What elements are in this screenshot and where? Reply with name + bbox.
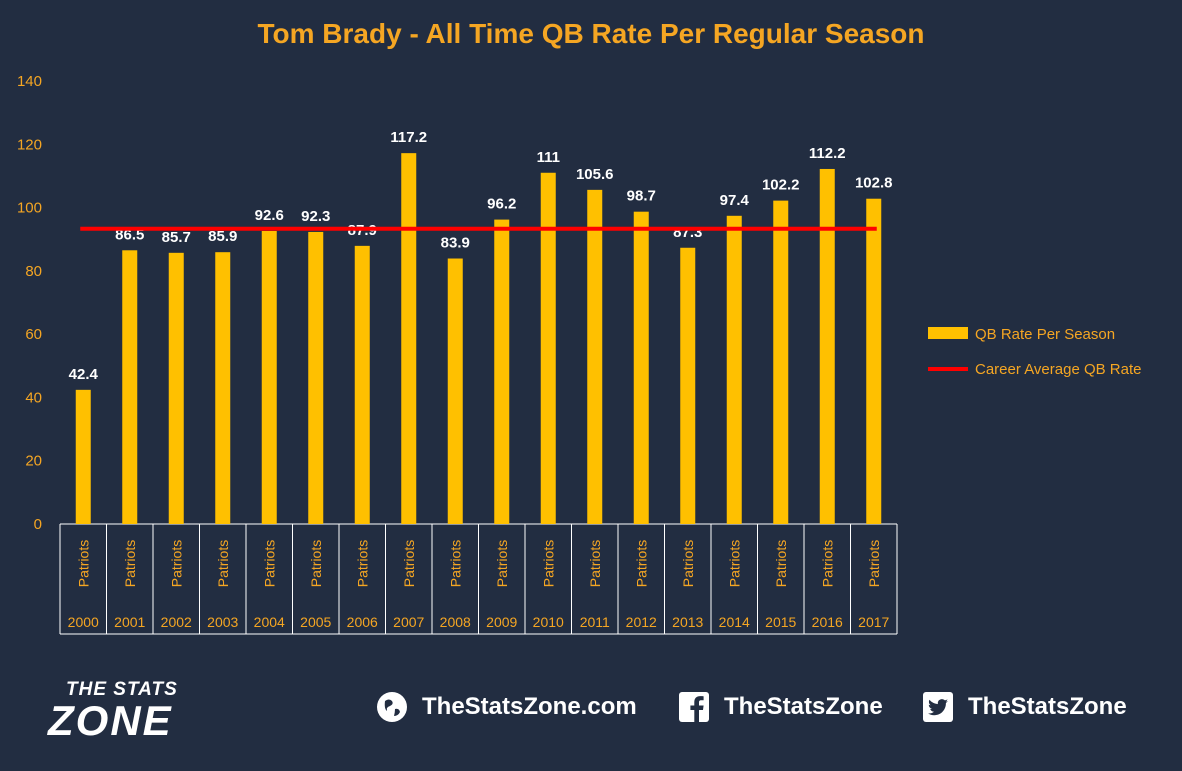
category-label: 2007	[393, 614, 424, 630]
category-label: 2014	[719, 614, 750, 630]
facebook-icon	[678, 691, 710, 723]
category-label: 2013	[672, 614, 703, 630]
y-tick-label: 0	[34, 516, 42, 533]
bar-2013	[680, 247, 696, 524]
category-label: 2015	[765, 614, 796, 630]
globe-icon	[376, 691, 408, 723]
bar-2016	[819, 168, 835, 524]
stats-zone-logo: THE STATS ZONE	[48, 671, 248, 744]
bar-2017	[866, 198, 882, 524]
team-label: Patriots	[261, 540, 277, 587]
chart-title: Tom Brady - All Time QB Rate Per Regular…	[257, 18, 925, 49]
data-label: 87.3	[673, 224, 702, 241]
team-label: Patriots	[168, 540, 184, 587]
legend-label-line: Career Average QB Rate	[975, 361, 1141, 378]
data-label: 112.2	[809, 145, 846, 162]
facebook-link[interactable]: TheStatsZone	[678, 691, 883, 723]
team-label: Patriots	[308, 540, 324, 587]
category-label: 2010	[533, 614, 564, 630]
data-label: 98.7	[627, 188, 656, 205]
y-tick-label: 40	[25, 389, 42, 406]
data-label: 83.9	[441, 235, 470, 252]
facebook-text: TheStatsZone	[724, 693, 883, 720]
data-label: 105.6	[576, 166, 614, 183]
category-label: 2004	[254, 614, 285, 630]
bar-2009	[494, 219, 510, 525]
category-label: 2008	[440, 614, 471, 630]
team-label: Patriots	[726, 540, 742, 587]
team-label: Patriots	[215, 540, 231, 587]
logo-top-text: THE STATS	[66, 679, 178, 700]
team-label: Patriots	[819, 540, 835, 587]
category-label: 2012	[626, 614, 657, 630]
team-label: Patriots	[587, 540, 603, 587]
data-label: 111	[537, 149, 560, 166]
team-label: Patriots	[773, 540, 789, 587]
category-label: 2005	[300, 614, 331, 630]
bar-2004	[261, 230, 277, 525]
data-label: 85.7	[162, 229, 191, 246]
bar-2011	[587, 189, 603, 524]
team-label: Patriots	[354, 540, 370, 587]
y-tick-label: 100	[17, 200, 42, 217]
team-label: Patriots	[680, 540, 696, 587]
team-label: Patriots	[633, 540, 649, 587]
legend-label-bars: QB Rate Per Season	[975, 326, 1115, 343]
team-label: Patriots	[401, 540, 417, 587]
category-label: 2016	[812, 614, 843, 630]
category-label: 2003	[207, 614, 238, 630]
category-label: 2000	[68, 614, 99, 630]
twitter-icon	[922, 691, 954, 723]
website-text: TheStatsZone.com	[422, 693, 637, 720]
bar-2007	[401, 153, 417, 524]
qb-rate-chart: 02040608010012014042.4Patriots200086.5Pa…	[17, 73, 1141, 635]
data-label: 92.6	[255, 207, 284, 224]
footer: THE STATS ZONE TheStatsZone.com TheStats…	[0, 665, 1182, 755]
data-label: 102.8	[855, 175, 893, 192]
bar-2015	[773, 200, 789, 525]
twitter-text: TheStatsZone	[968, 693, 1127, 720]
data-label: 42.4	[69, 366, 99, 383]
team-label: Patriots	[122, 540, 138, 587]
twitter-link[interactable]: TheStatsZone	[922, 691, 1127, 723]
bar-2010	[540, 172, 556, 524]
y-tick-label: 60	[25, 326, 42, 343]
team-label: Patriots	[447, 540, 463, 587]
category-label: 2009	[486, 614, 517, 630]
y-tick-label: 80	[25, 263, 42, 280]
data-label: 117.2	[390, 129, 427, 146]
category-label: 2006	[347, 614, 378, 630]
bar-2001	[122, 250, 138, 524]
category-label: 2017	[858, 614, 889, 630]
category-label: 2002	[161, 614, 192, 630]
bar-2012	[633, 211, 649, 524]
legend-swatch-bars	[928, 327, 968, 339]
y-tick-label: 140	[17, 73, 42, 90]
bar-2006	[354, 245, 370, 524]
bar-2005	[308, 231, 324, 524]
bar-2003	[215, 252, 231, 524]
data-label: 96.2	[487, 196, 516, 213]
bar-2014	[726, 215, 742, 524]
team-label: Patriots	[494, 540, 510, 587]
team-label: Patriots	[866, 540, 882, 587]
data-label: 102.2	[762, 177, 800, 194]
logo-main-text: ZONE	[48, 697, 173, 744]
team-label: Patriots	[75, 540, 91, 587]
data-label: 92.3	[301, 208, 330, 225]
bar-2008	[447, 258, 463, 524]
bar-2000	[75, 389, 91, 524]
y-tick-label: 120	[17, 136, 42, 153]
data-label: 97.4	[720, 192, 750, 209]
data-label: 85.9	[208, 228, 237, 245]
y-tick-label: 20	[25, 453, 42, 470]
bar-2002	[168, 252, 184, 524]
category-label: 2011	[580, 614, 610, 630]
category-label: 2001	[114, 614, 145, 630]
team-label: Patriots	[540, 540, 556, 587]
website-link[interactable]: TheStatsZone.com	[376, 691, 637, 723]
